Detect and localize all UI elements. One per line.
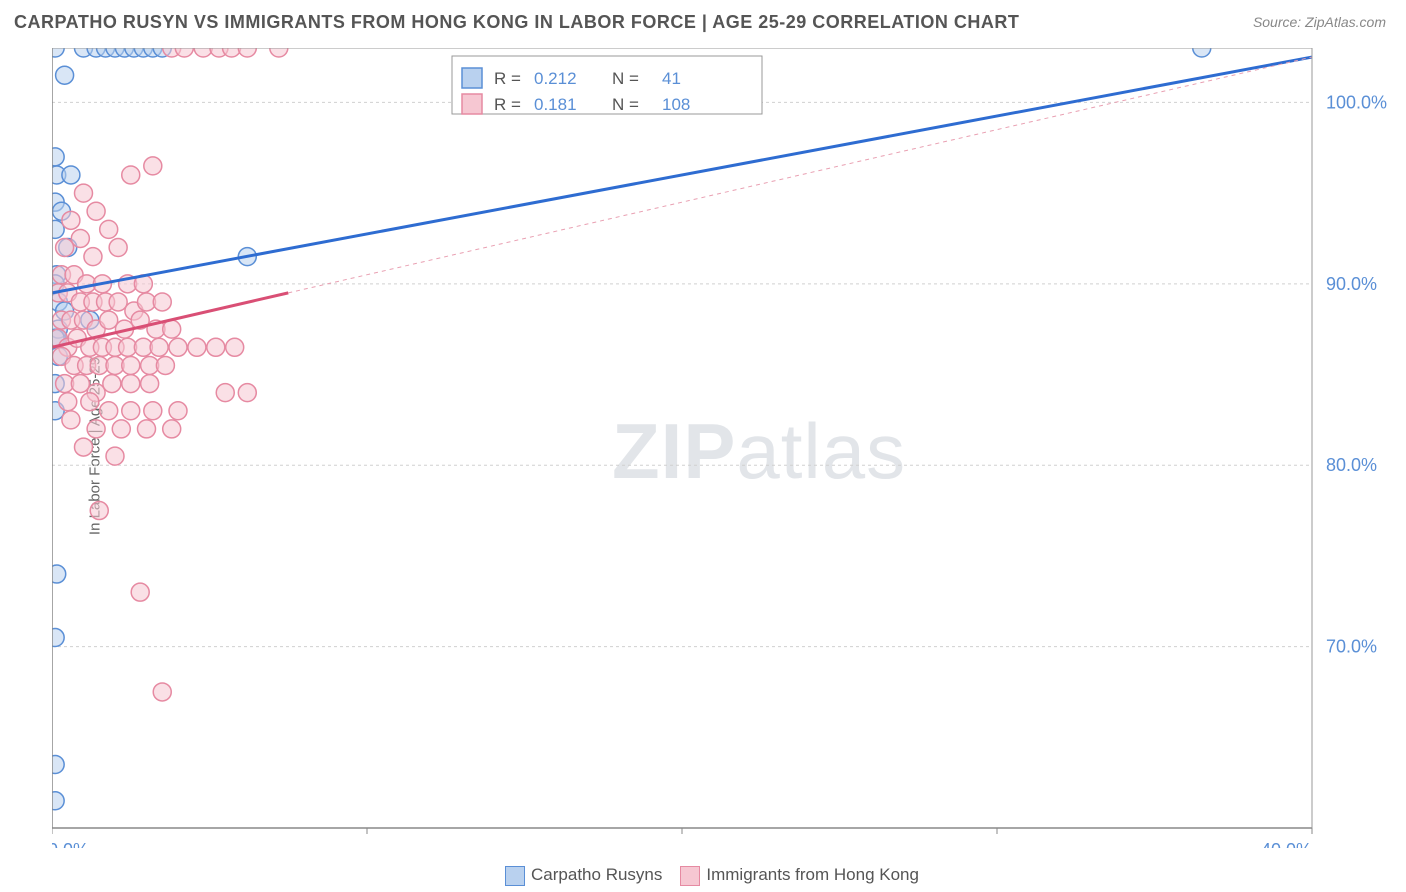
data-point <box>56 66 74 84</box>
y-tick: 90.0% <box>1326 274 1377 294</box>
data-point <box>156 356 174 374</box>
scatter-svg: ZIPatlas 70.0% 80.0% 90.0% 100.0% 0.0% 40.0%… <box>52 48 1388 848</box>
data-point <box>150 338 168 356</box>
legend-r-value: 0.212 <box>534 69 577 88</box>
data-point <box>109 239 127 257</box>
data-point <box>59 393 77 411</box>
legend-swatch <box>680 866 700 886</box>
data-point <box>52 565 66 583</box>
data-point <box>169 338 187 356</box>
data-point <box>62 166 80 184</box>
data-point <box>75 438 93 456</box>
data-point <box>122 402 140 420</box>
data-point <box>153 293 171 311</box>
data-point <box>163 420 181 438</box>
data-point <box>122 375 140 393</box>
data-point <box>131 583 149 601</box>
data-point <box>103 375 121 393</box>
data-point <box>52 148 64 166</box>
data-point <box>90 502 108 520</box>
legend-swatch <box>462 94 482 114</box>
y-tick: 70.0% <box>1326 637 1377 657</box>
data-point <box>122 356 140 374</box>
data-point <box>106 447 124 465</box>
legend-n-label: N = <box>612 95 639 114</box>
gridlines <box>52 102 1312 646</box>
data-point <box>122 166 140 184</box>
y-tick: 80.0% <box>1326 455 1377 475</box>
stats-legend: R = 0.212 N = 41 R = 0.181 N = 108 <box>452 56 762 114</box>
data-point <box>112 420 130 438</box>
data-point <box>84 248 102 266</box>
data-point <box>56 239 74 257</box>
data-point <box>141 375 159 393</box>
data-point <box>52 792 64 810</box>
data-point <box>138 420 156 438</box>
data-point <box>87 420 105 438</box>
x-tick: 40.0% <box>1261 840 1312 848</box>
data-point <box>52 48 64 57</box>
data-point <box>216 384 234 402</box>
watermark: ZIPatlas <box>612 407 906 495</box>
legend-r-label: R = <box>494 69 521 88</box>
data-point <box>175 48 193 57</box>
data-point <box>100 402 118 420</box>
legend-swatch <box>505 866 525 886</box>
data-point <box>238 384 256 402</box>
y-tick-labels: 70.0% 80.0% 90.0% 100.0% <box>1326 92 1387 656</box>
data-point <box>87 202 105 220</box>
chart-title: CARPATHO RUSYN VS IMMIGRANTS FROM HONG K… <box>14 12 1019 33</box>
legend-swatch <box>462 68 482 88</box>
trend-extension <box>288 57 1312 293</box>
data-point <box>100 311 118 329</box>
data-point <box>109 293 127 311</box>
legend-n-value: 41 <box>662 69 681 88</box>
data-point <box>270 48 288 57</box>
data-point <box>188 338 206 356</box>
data-point <box>144 402 162 420</box>
data-point <box>153 683 171 701</box>
legend-r-label: R = <box>494 95 521 114</box>
data-point <box>75 184 93 202</box>
data-point <box>52 629 64 647</box>
data-point <box>163 320 181 338</box>
legend-n-value: 108 <box>662 95 690 114</box>
data-point <box>81 393 99 411</box>
data-point <box>226 338 244 356</box>
legend-label: Immigrants from Hong Kong <box>706 865 919 884</box>
y-tick: 100.0% <box>1326 92 1387 112</box>
source-attribution: Source: ZipAtlas.com <box>1253 14 1386 30</box>
legend-label: Carpatho Rusyns <box>531 865 662 884</box>
data-point <box>144 157 162 175</box>
data-point <box>62 211 80 229</box>
x-tick: 0.0% <box>52 840 89 848</box>
data-point <box>1193 48 1211 57</box>
series-legend: Carpatho Rusyns Immigrants from Hong Kong <box>0 865 1406 886</box>
data-point <box>71 229 89 247</box>
data-point <box>71 375 89 393</box>
data-point <box>100 220 118 238</box>
chart-container: CARPATHO RUSYN VS IMMIGRANTS FROM HONG K… <box>0 0 1406 892</box>
data-point <box>238 48 256 57</box>
data-point <box>207 338 225 356</box>
x-tick-labels: 0.0% 40.0% <box>52 828 1312 848</box>
plot-area: ZIPatlas 70.0% 80.0% 90.0% 100.0% 0.0% 40.0%… <box>52 48 1388 848</box>
legend-r-value: 0.181 <box>534 95 577 114</box>
data-point <box>169 402 187 420</box>
legend-n-label: N = <box>612 69 639 88</box>
data-point <box>52 756 64 774</box>
data-point <box>62 411 80 429</box>
